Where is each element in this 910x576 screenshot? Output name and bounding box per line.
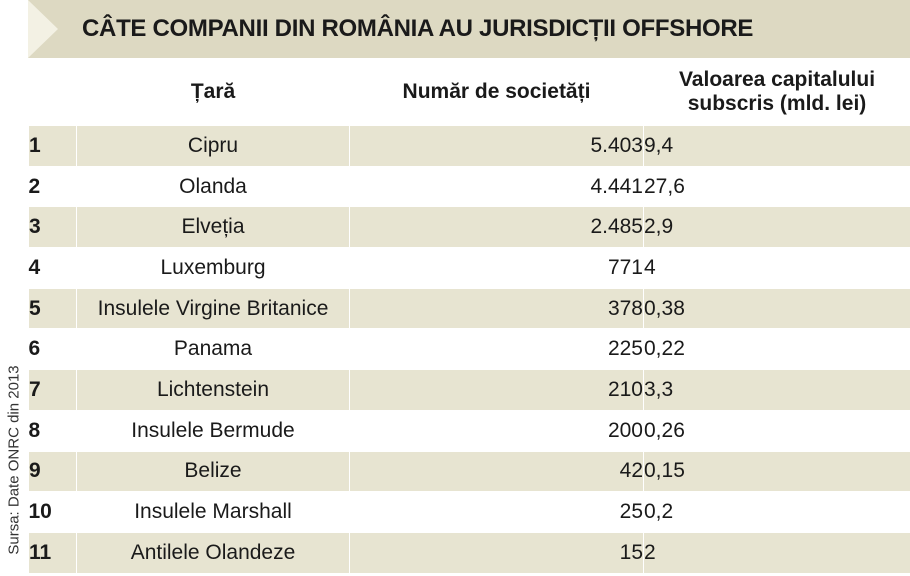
source-text: Sursa: Date ONRC din 2013: [5, 365, 23, 555]
country-cell: Lichtenstein: [76, 369, 350, 411]
header-capital-line-2: subscris (mld. lei): [687, 92, 867, 115]
rank-cell: 8: [28, 409, 77, 452]
table-row: 1 Cipru 5.403 9,4: [28, 125, 910, 167]
header-capital: Valoarea capitalului subscris (mld. lei): [643, 58, 910, 126]
capital-cell: 4: [643, 247, 910, 289]
rank-cell: 2: [28, 165, 77, 208]
table-row: 4 Luxemburg 771 4: [28, 247, 910, 289]
capital-cell: 0,15: [643, 450, 910, 493]
companies-cell: 15: [349, 531, 644, 574]
companies-cell: 5.403: [349, 125, 644, 167]
country-cell: Panama: [76, 328, 350, 371]
country-cell: Olanda: [76, 165, 350, 208]
rank-cell: 7: [28, 369, 77, 411]
table-row: 7 Lichtenstein 210 3,3: [28, 369, 910, 411]
companies-cell: 4.441: [349, 165, 644, 208]
rank-cell: 5: [28, 287, 77, 330]
capital-cell: 9,4: [643, 125, 910, 167]
capital-cell: 3,3: [643, 369, 910, 411]
country-cell: Insulele Marshall: [76, 491, 350, 533]
companies-cell: 42: [349, 450, 644, 493]
header-row: Țară Număr de societăți Valoarea capital…: [28, 58, 910, 126]
country-cell: Insulele Bermude: [76, 409, 350, 452]
rank-cell: 10: [28, 491, 77, 533]
title-arrow-tab: [28, 0, 58, 58]
country-cell: Belize: [76, 450, 350, 493]
capital-cell: 0,38: [643, 287, 910, 330]
companies-cell: 200: [349, 409, 644, 452]
companies-cell: 210: [349, 369, 644, 411]
header-capital-line-1: Valoarea capitalului: [678, 68, 876, 91]
capital-cell: 27,6: [643, 165, 910, 208]
companies-cell: 25: [349, 491, 644, 533]
data-table: Țară Număr de societăți Valoarea capital…: [28, 58, 910, 574]
table-row: 3 Elveția 2.485 2,9: [28, 206, 910, 249]
header-rank: [28, 58, 77, 126]
country-cell: Elveția: [76, 206, 350, 249]
source-note: Sursa: Date ONRC din 2013: [0, 0, 28, 576]
country-cell: Insulele Virgine Britanice: [76, 287, 350, 330]
capital-cell: 0,26: [643, 409, 910, 452]
chart-title: CÂTE COMPANII DIN ROMÂNIA AU JURISDICȚII…: [82, 15, 754, 42]
offshore-table-panel: CÂTE COMPANII DIN ROMÂNIA AU JURISDICȚII…: [28, 0, 910, 576]
rank-cell: 9: [28, 450, 77, 493]
rank-cell: 11: [28, 531, 77, 574]
table-row: 10 Insulele Marshall 25 0,2: [28, 491, 910, 533]
companies-cell: 225: [349, 328, 644, 371]
header-companies: Număr de societăți: [349, 58, 644, 126]
capital-cell: 2,9: [643, 206, 910, 249]
rank-cell: 1: [28, 125, 77, 167]
country-cell: Luxemburg: [76, 247, 350, 289]
companies-cell: 771: [349, 247, 644, 289]
capital-cell: 0,22: [643, 328, 910, 371]
title-bar: CÂTE COMPANII DIN ROMÂNIA AU JURISDICȚII…: [28, 0, 910, 58]
rank-cell: 3: [28, 206, 77, 249]
rank-cell: 4: [28, 247, 77, 289]
table-row: 2 Olanda 4.441 27,6: [28, 165, 910, 208]
table-row: 11 Antilele Olandeze 15 2: [28, 531, 910, 574]
table-row: 9 Belize 42 0,15: [28, 450, 910, 493]
table-row: 5 Insulele Virgine Britanice 378 0,38: [28, 287, 910, 330]
capital-cell: 0,2: [643, 491, 910, 533]
companies-cell: 378: [349, 287, 644, 330]
table-row: 6 Panama 225 0,22: [28, 328, 910, 371]
capital-cell: 2: [643, 531, 910, 574]
header-country: Țară: [76, 58, 350, 126]
country-cell: Antilele Olandeze: [76, 531, 350, 574]
table-body: 1 Cipru 5.403 9,4 2 Olanda 4.441 27,6 3 Elveția 2.…: [28, 125, 910, 574]
companies-cell: 2.485: [349, 206, 644, 249]
country-cell: Cipru: [76, 125, 350, 167]
table-row: 8 Insulele Bermude 200 0,26: [28, 409, 910, 452]
rank-cell: 6: [28, 328, 77, 371]
